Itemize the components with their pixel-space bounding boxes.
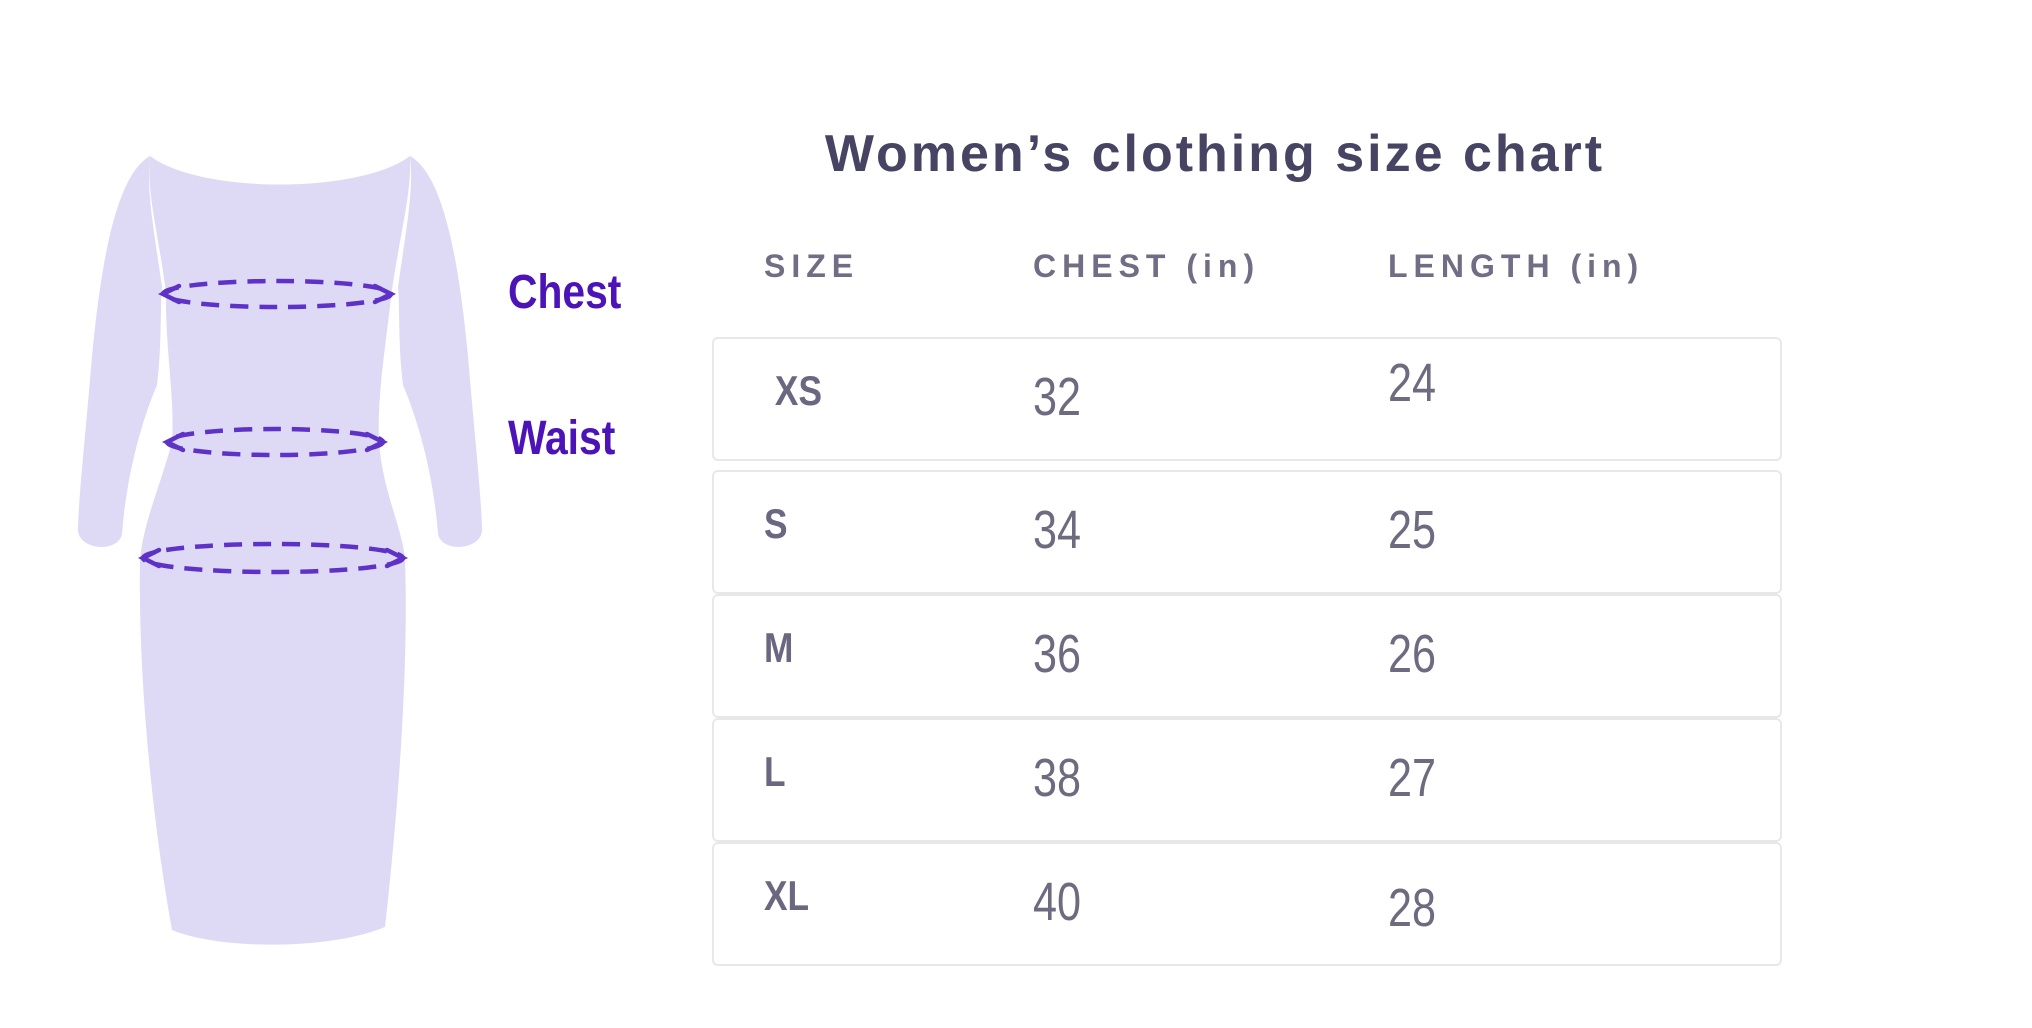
cell-chest: 40: [1033, 844, 1388, 964]
page-title: Women’s clothing size chart: [824, 125, 1606, 183]
dress-diagram: [77, 156, 483, 945]
cell-size: XL: [764, 844, 1033, 964]
cell-value: 28: [1388, 878, 1437, 938]
dress-body: [139, 156, 411, 945]
cell-value: 36: [1033, 624, 1082, 684]
cell-size: S: [764, 472, 1033, 592]
cell-size: XS: [764, 339, 1033, 459]
table-row-m: M 36 26: [712, 594, 1782, 718]
cell-chest: 38: [1033, 720, 1388, 840]
cell-length: 24: [1388, 339, 1780, 459]
table-row-xs: XS 32 24: [712, 337, 1782, 461]
cell-size: L: [764, 720, 1033, 840]
table-row-l: L 38 27: [712, 718, 1782, 842]
header-cell-size: SIZE: [764, 247, 860, 284]
header-cell-length-in: LENGTH (in): [1388, 247, 1645, 284]
cell-value: S: [764, 500, 788, 547]
cell-value: 26: [1388, 624, 1437, 684]
cell-chest: 32: [1033, 339, 1388, 459]
cell-value: XS: [774, 367, 822, 414]
cell-value: L: [764, 748, 786, 795]
cell-length: 25: [1388, 472, 1780, 592]
cell-length: 28: [1388, 844, 1780, 964]
cell-length: 26: [1388, 596, 1780, 716]
dress-right-sleeve: [398, 156, 483, 547]
table-header-row: SIZE CHEST (in) LENGTH (in): [712, 246, 1782, 286]
cell-value: XL: [764, 872, 810, 919]
waist-measure-arrow-right: [364, 431, 389, 453]
cell-size: M: [764, 596, 1033, 716]
cell-value: 27: [1388, 748, 1437, 808]
cell-value: 25: [1388, 500, 1437, 560]
cell-value: 32: [1033, 367, 1082, 427]
cell-chest: 36: [1033, 596, 1388, 716]
waist-measure-arrow-left: [161, 431, 186, 453]
hip-measure-arrow-right: [384, 547, 409, 569]
chest-label: Chest: [508, 266, 622, 319]
cell-length: 27: [1388, 720, 1780, 840]
table-row-s: S 34 25: [712, 470, 1782, 594]
cell-value: 38: [1033, 748, 1082, 808]
table-row-xl: XL 40 28: [712, 842, 1782, 966]
cell-value: M: [764, 624, 794, 671]
cell-chest: 34: [1033, 472, 1388, 592]
hip-measure-arrow-left: [137, 547, 162, 569]
cell-value: 34: [1033, 500, 1082, 560]
cell-value: 40: [1033, 872, 1082, 932]
chest-measure-arrow-right: [372, 283, 397, 305]
cell-value: 24: [1388, 353, 1437, 413]
header-cell-chest-in: CHEST (in): [1033, 247, 1261, 284]
waist-label: Waist: [508, 412, 616, 465]
size-table: XS 32 24 S 34 25 M 36 26 L 38 27 XL 40 28: [712, 337, 1782, 966]
dress-left-sleeve: [77, 156, 162, 547]
chest-measure-arrow-left: [157, 283, 182, 305]
